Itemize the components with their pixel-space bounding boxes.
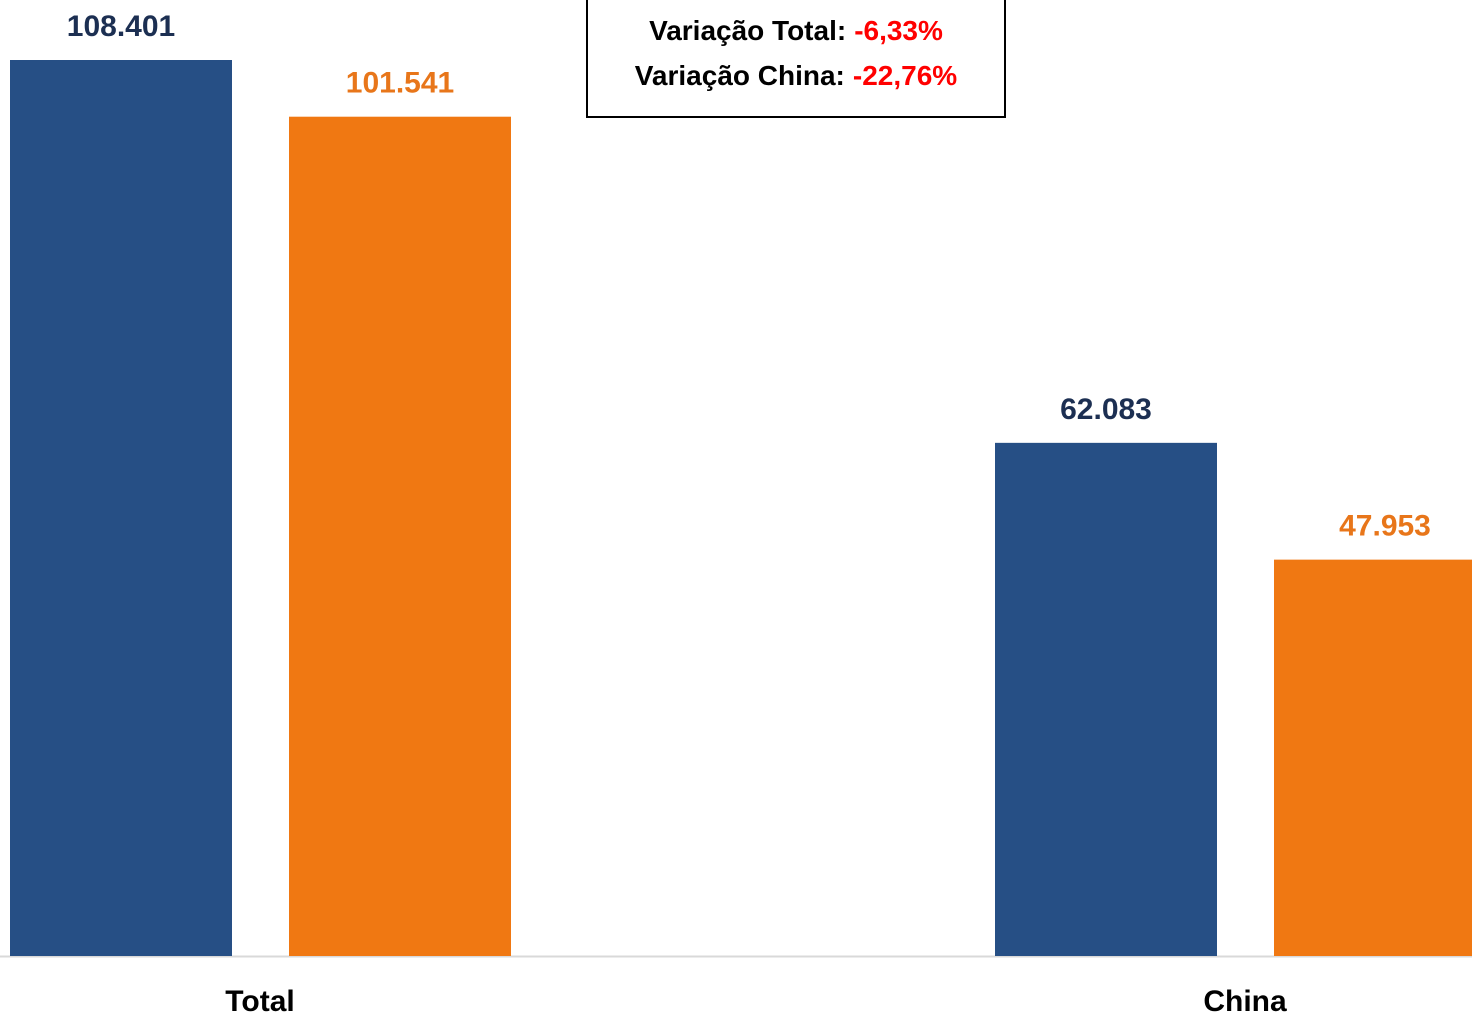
annotation-text: Variação Total: — [649, 15, 846, 46]
bar — [289, 116, 511, 957]
annotation: Variação Total: -6,33% — [649, 15, 943, 46]
data-label: 108.401 — [67, 10, 175, 43]
annotation-text: Variação China: — [635, 60, 845, 91]
x-tick-label: China — [1203, 985, 1287, 1018]
data-label: 47.953 — [1339, 510, 1431, 543]
bar — [995, 442, 1217, 957]
annotation-value: -22,76% — [853, 60, 957, 91]
x-tick-label: Total — [225, 985, 294, 1018]
bar — [10, 60, 232, 956]
annotation: Variação China: -22,76% — [635, 60, 957, 91]
data-label: 101.541 — [346, 67, 454, 100]
annotation-value: -6,33% — [854, 15, 943, 46]
bar — [1274, 559, 1472, 956]
data-label: 62.083 — [1060, 393, 1152, 426]
annotation-box — [586, 0, 1006, 118]
